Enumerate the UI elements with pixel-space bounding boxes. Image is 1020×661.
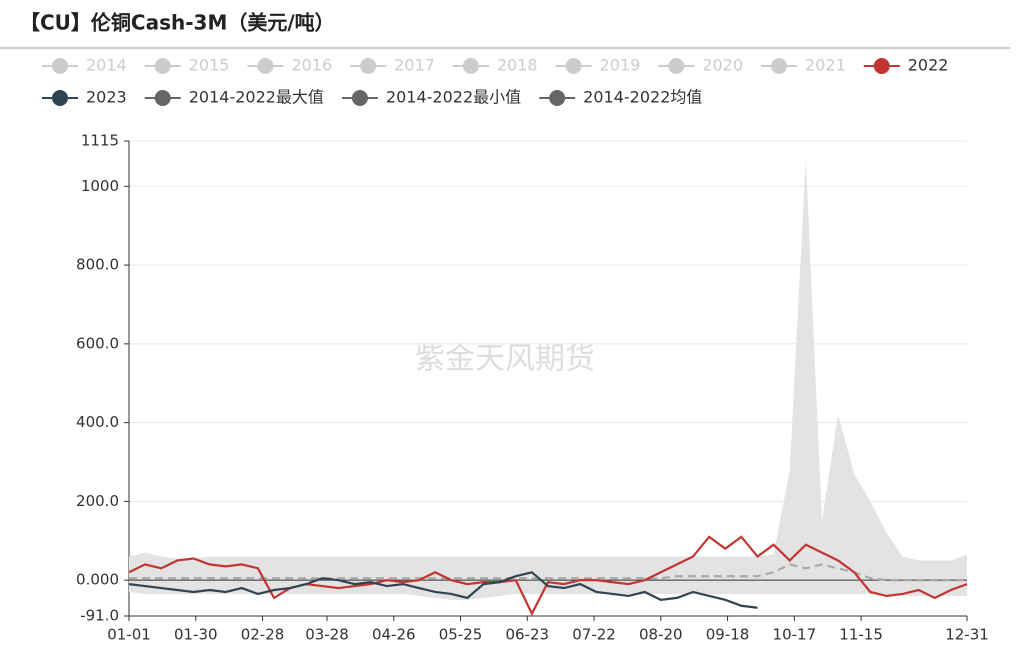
x-tick-label: 05-25 bbox=[439, 626, 483, 644]
legend-label: 2019 bbox=[600, 56, 641, 75]
legend-label: 2023 bbox=[86, 88, 127, 107]
legend-marker bbox=[351, 90, 368, 106]
x-tick-label: 03-28 bbox=[305, 626, 349, 644]
legend-label: 2016 bbox=[291, 56, 332, 75]
y-tick-label: 1000 bbox=[81, 177, 119, 195]
legend-item[interactable]: 2020 bbox=[658, 56, 743, 75]
legend-label: 2015 bbox=[189, 56, 230, 75]
legend-label: 2014-2022均值 bbox=[583, 88, 702, 107]
y-tick-label: 1115 bbox=[81, 132, 119, 150]
x-tick-label: 11-15 bbox=[839, 626, 883, 644]
x-tick-label: 01-01 bbox=[107, 626, 151, 644]
y-tick-label: -91.0 bbox=[80, 607, 119, 625]
mean-line bbox=[129, 563, 967, 582]
legend-item[interactable]: 2019 bbox=[555, 56, 641, 75]
x-tick-label: 02-28 bbox=[241, 626, 285, 644]
legend-label: 2014-2022最小值 bbox=[386, 88, 521, 107]
legend-item[interactable]: 2021 bbox=[761, 56, 846, 75]
legend-marker bbox=[154, 58, 171, 74]
legend-item[interactable]: 2014-2022最小值 bbox=[341, 88, 521, 107]
chart-title: 【CU】伦铜Cash-3M（美元/吨） bbox=[20, 11, 335, 35]
legend-label: 2022 bbox=[908, 56, 949, 75]
x-tick-label: 08-20 bbox=[639, 626, 683, 644]
legend-item[interactable]: 2014-2022最大值 bbox=[144, 88, 324, 107]
x-tick-label: 07-22 bbox=[572, 626, 616, 644]
y-tick-label: 0.000 bbox=[76, 571, 119, 589]
legend-item[interactable]: 2016 bbox=[247, 56, 332, 75]
y-tick-label: 400.0 bbox=[76, 413, 119, 431]
series-line bbox=[128, 535, 968, 617]
legend-item[interactable]: 2014-2022均值 bbox=[539, 88, 702, 107]
y-tick-label: 200.0 bbox=[76, 492, 119, 510]
legend-marker bbox=[360, 58, 377, 74]
legend-item[interactable]: 2017 bbox=[350, 56, 435, 75]
x-tick-label: 04-26 bbox=[372, 626, 416, 644]
legend-marker bbox=[565, 58, 582, 74]
legend-item[interactable]: 2022 bbox=[863, 56, 949, 75]
legend-label: 2014 bbox=[86, 56, 127, 75]
legend-label: 2014-2022最大值 bbox=[189, 88, 324, 107]
watermark: 紫金天风期货 bbox=[415, 342, 595, 377]
legend-marker bbox=[52, 90, 68, 106]
legend-label: 2021 bbox=[805, 56, 846, 75]
legend-marker bbox=[52, 58, 68, 74]
legend-marker bbox=[771, 58, 788, 74]
x-tick-label: 06-23 bbox=[505, 626, 549, 644]
legend-item[interactable]: 2014 bbox=[42, 56, 127, 75]
legend-label: 2020 bbox=[702, 56, 743, 75]
legend-label: 2018 bbox=[497, 56, 538, 75]
legend-item[interactable]: 2023 bbox=[42, 88, 127, 107]
x-tick-label: 09-18 bbox=[706, 626, 750, 644]
legend-marker bbox=[154, 90, 171, 106]
y-tick-label: 800.0 bbox=[76, 256, 119, 274]
legend-marker bbox=[668, 58, 685, 74]
legend-label: 2017 bbox=[394, 56, 435, 75]
x-tick-label: 10-17 bbox=[773, 626, 817, 644]
x-tick-label: 12-31 bbox=[945, 626, 989, 644]
range-band bbox=[129, 158, 967, 600]
legend-marker bbox=[462, 58, 479, 74]
y-tick-label: 600.0 bbox=[76, 334, 119, 352]
x-tick-label: 01-30 bbox=[174, 626, 218, 644]
legend-marker bbox=[873, 58, 890, 74]
series-line bbox=[128, 571, 758, 609]
legend-marker bbox=[257, 58, 274, 74]
legend-marker bbox=[549, 90, 566, 106]
legend-item[interactable]: 2015 bbox=[144, 56, 230, 75]
legend-item[interactable]: 2018 bbox=[452, 56, 538, 75]
